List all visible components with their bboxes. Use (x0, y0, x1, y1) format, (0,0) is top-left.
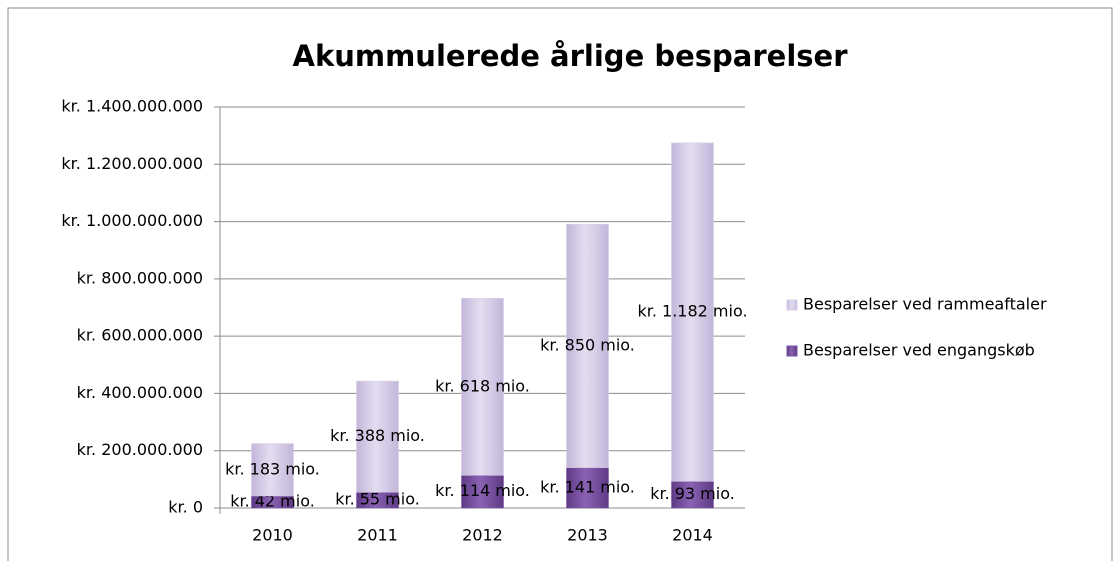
bar-segment (566, 223, 609, 468)
data-label: kr. 42 mio. (230, 491, 315, 510)
data-label: kr. 55 mio. (335, 490, 420, 509)
bar-segment (671, 481, 714, 509)
y-tick-label: kr. 800.000.000 (77, 268, 203, 287)
y-tick-label: kr. 400.000.000 (77, 383, 203, 402)
data-label: kr. 388 mio. (330, 426, 425, 445)
y-tick-label: kr. 600.000.000 (77, 326, 203, 345)
data-label: kr. 114 mio. (435, 481, 530, 500)
bar-segment (251, 443, 294, 497)
bar-segment (566, 467, 609, 509)
data-label: kr. 850 mio. (540, 335, 635, 354)
y-tick-label: kr. 200.000.000 (77, 440, 203, 459)
chart-border (7, 7, 1113, 561)
bar-segment (671, 142, 714, 482)
legend-label: Besparelser ved engangskøb (803, 341, 1035, 360)
x-tick-label: 2010 (252, 526, 293, 545)
data-label: kr. 1.182 mio. (637, 302, 747, 321)
legend-swatch (786, 345, 798, 357)
x-tick-label: 2013 (567, 526, 608, 545)
x-tick-label: 2012 (462, 526, 503, 545)
y-tick-label: kr. 1.400.000.000 (61, 97, 203, 116)
data-label: kr. 93 mio. (650, 484, 735, 503)
data-label: kr. 183 mio. (225, 459, 320, 478)
chart-title: Akummulerede årlige besparelser (293, 39, 849, 73)
x-tick-label: 2014 (672, 526, 713, 545)
y-tick-label: kr. 1.200.000.000 (61, 154, 203, 173)
y-tick-label: kr. 0 (168, 498, 203, 517)
x-tick-label: 2011 (357, 526, 398, 545)
legend-swatch (786, 299, 798, 311)
y-tick-label: kr. 1.000.000.000 (61, 211, 203, 230)
data-label: kr. 618 mio. (435, 376, 530, 395)
legend-label: Besparelser ved rammeaftaler (803, 295, 1047, 314)
bar-segment (461, 475, 504, 509)
bar-segment (461, 298, 504, 476)
bar-segment (356, 380, 399, 493)
data-label: kr. 141 mio. (540, 477, 635, 496)
